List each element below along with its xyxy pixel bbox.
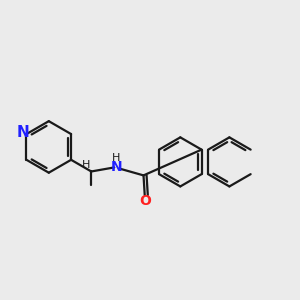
Text: H: H: [82, 160, 90, 170]
Text: N: N: [16, 125, 29, 140]
Text: O: O: [139, 194, 151, 208]
Text: N: N: [110, 160, 122, 174]
Text: H: H: [112, 153, 120, 163]
